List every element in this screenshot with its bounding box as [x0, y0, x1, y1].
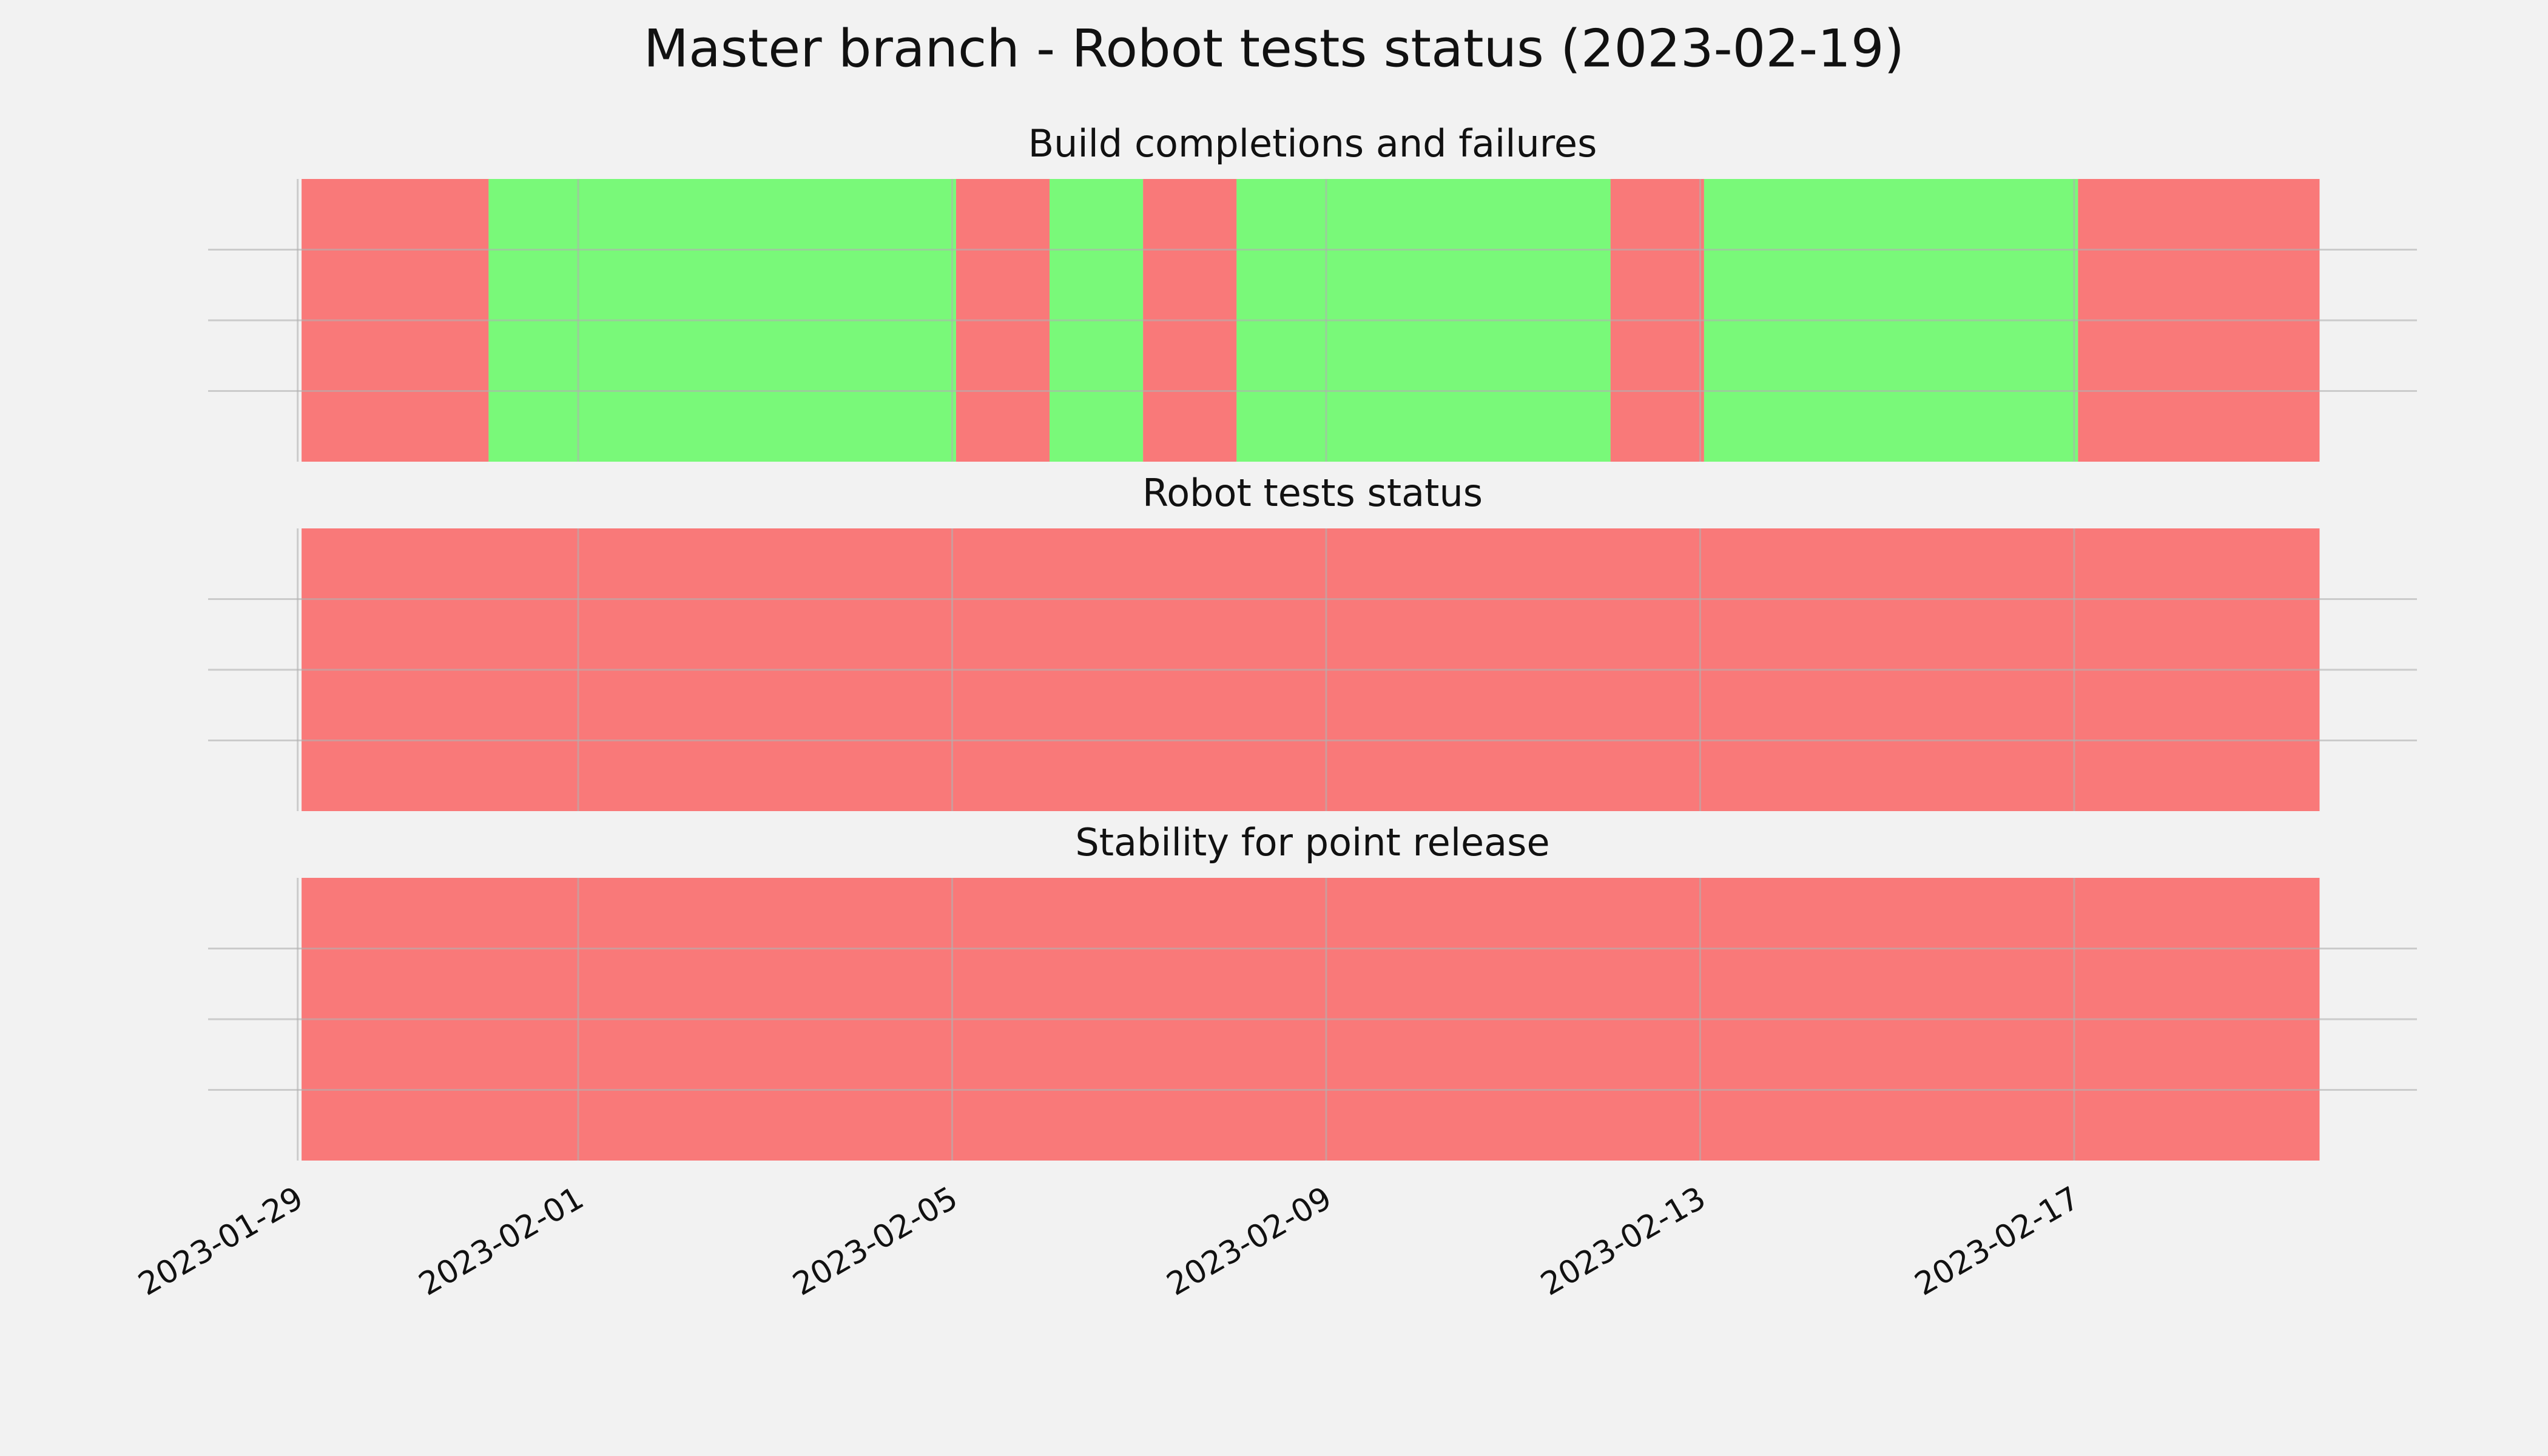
figure-title: Master branch - Robot tests status (2023… — [644, 18, 1904, 79]
subplot-title: Stability for point release — [1075, 820, 1549, 864]
subplot-title: Build completions and failures — [1028, 121, 1597, 166]
subplot-title: Robot tests status — [1142, 471, 1483, 515]
